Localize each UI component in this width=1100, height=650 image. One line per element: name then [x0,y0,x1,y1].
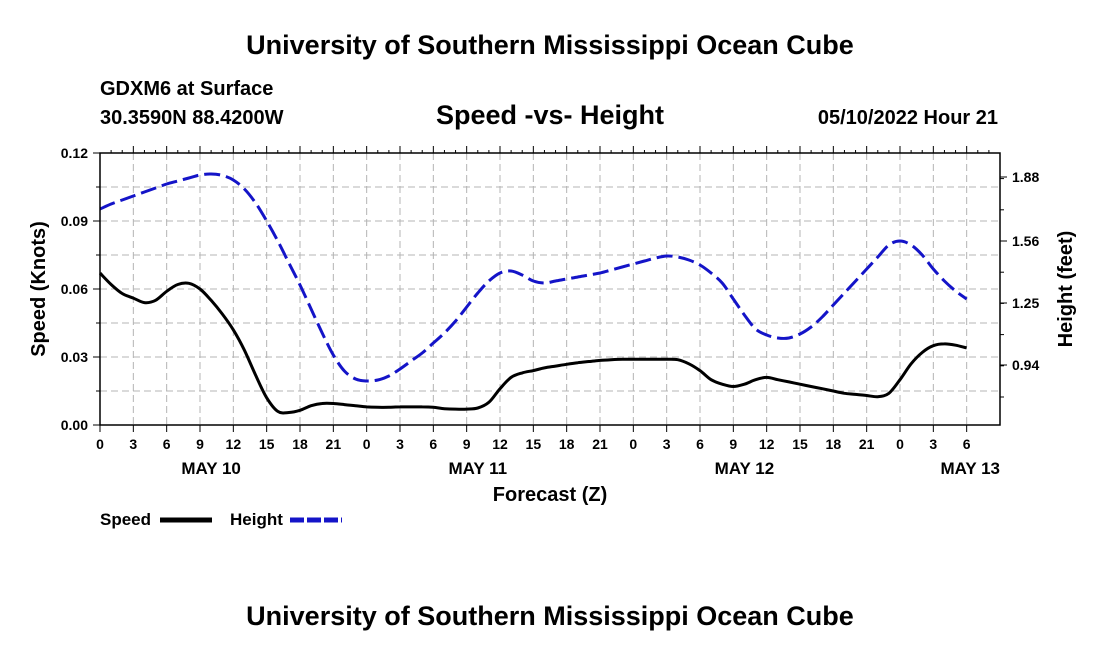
x-tick-label: 6 [163,436,171,452]
y-tick-label-right: 0.94 [1012,357,1039,373]
x-tick-label: 0 [896,436,904,452]
station-label: GDXM6 at Surface [100,78,273,100]
coordinates-label: 30.3590N 88.4200W [100,107,284,129]
x-tick-label: 15 [259,436,275,452]
x-tick-label: 0 [629,436,637,452]
plot-frame [99,152,1001,426]
y-tick-label-left: 0.03 [61,349,88,365]
day-label: MAY 11 [448,459,507,478]
chart-title: Speed -vs- Height [436,100,664,130]
day-label: MAY 13 [940,459,1000,478]
x-tick-label: 9 [196,436,204,452]
footer-title: University of Southern Mississippi Ocean… [246,601,854,631]
x-tick-label: 0 [363,436,371,452]
x-tick-label: 9 [463,436,471,452]
x-tick-label: 3 [929,436,937,452]
axis-ticks [93,146,1007,432]
y-tick-label-right: 1.56 [1012,233,1039,249]
y-tick-label-left: 0.06 [61,281,88,297]
page-title: University of Southern Mississippi Ocean… [246,30,854,60]
y-tick-label-right: 1.25 [1012,295,1039,311]
x-tick-label: 6 [963,436,971,452]
x-tick-label: 12 [492,436,508,452]
y-tick-label-right: 1.88 [1012,169,1039,185]
x-axis-title: Forecast (Z) [493,484,607,506]
y-axis-right-title: Height (feet) [1055,231,1077,348]
day-label: MAY 10 [181,459,241,478]
x-tick-label: 12 [226,436,242,452]
day-label: MAY 12 [715,459,775,478]
x-tick-label: 0 [96,436,104,452]
x-tick-label: 18 [826,436,842,452]
y-tick-label-left: 0.12 [61,145,88,161]
legend-label-height: Height [230,510,283,529]
series-line-height [99,172,968,383]
series-line-speed [98,272,968,415]
x-tick-label: 6 [429,436,437,452]
legend-label-speed: Speed [100,510,151,529]
series-lines [98,172,968,415]
x-tick-label: 3 [129,436,137,452]
x-tick-label: 3 [663,436,671,452]
legend: Speed Height [100,510,342,529]
x-tick-label: 21 [859,436,875,452]
x-tick-label: 21 [592,436,608,452]
x-tick-label: 18 [292,436,308,452]
tick-labels: 0 3 6 9 12 15 18 21 0 3 6 9 12 15 18 21 0 3 6 9 12 15 18 21 0 3 6M… [61,145,1040,478]
x-tick-label: 15 [792,436,808,452]
x-tick-label: 3 [396,436,404,452]
y-axis-left-title: Speed (Knots) [28,221,50,357]
y-tick-label-left: 0.09 [61,213,88,229]
datetime-label: 05/10/2022 Hour 21 [818,107,998,129]
x-tick-label: 15 [526,436,542,452]
grid-lines [100,153,1000,425]
x-tick-label: 9 [729,436,737,452]
x-tick-label: 6 [696,436,704,452]
x-tick-label: 21 [326,436,342,452]
x-tick-label: 12 [759,436,775,452]
x-tick-label: 18 [559,436,575,452]
y-tick-label-left: 0.00 [61,417,88,433]
